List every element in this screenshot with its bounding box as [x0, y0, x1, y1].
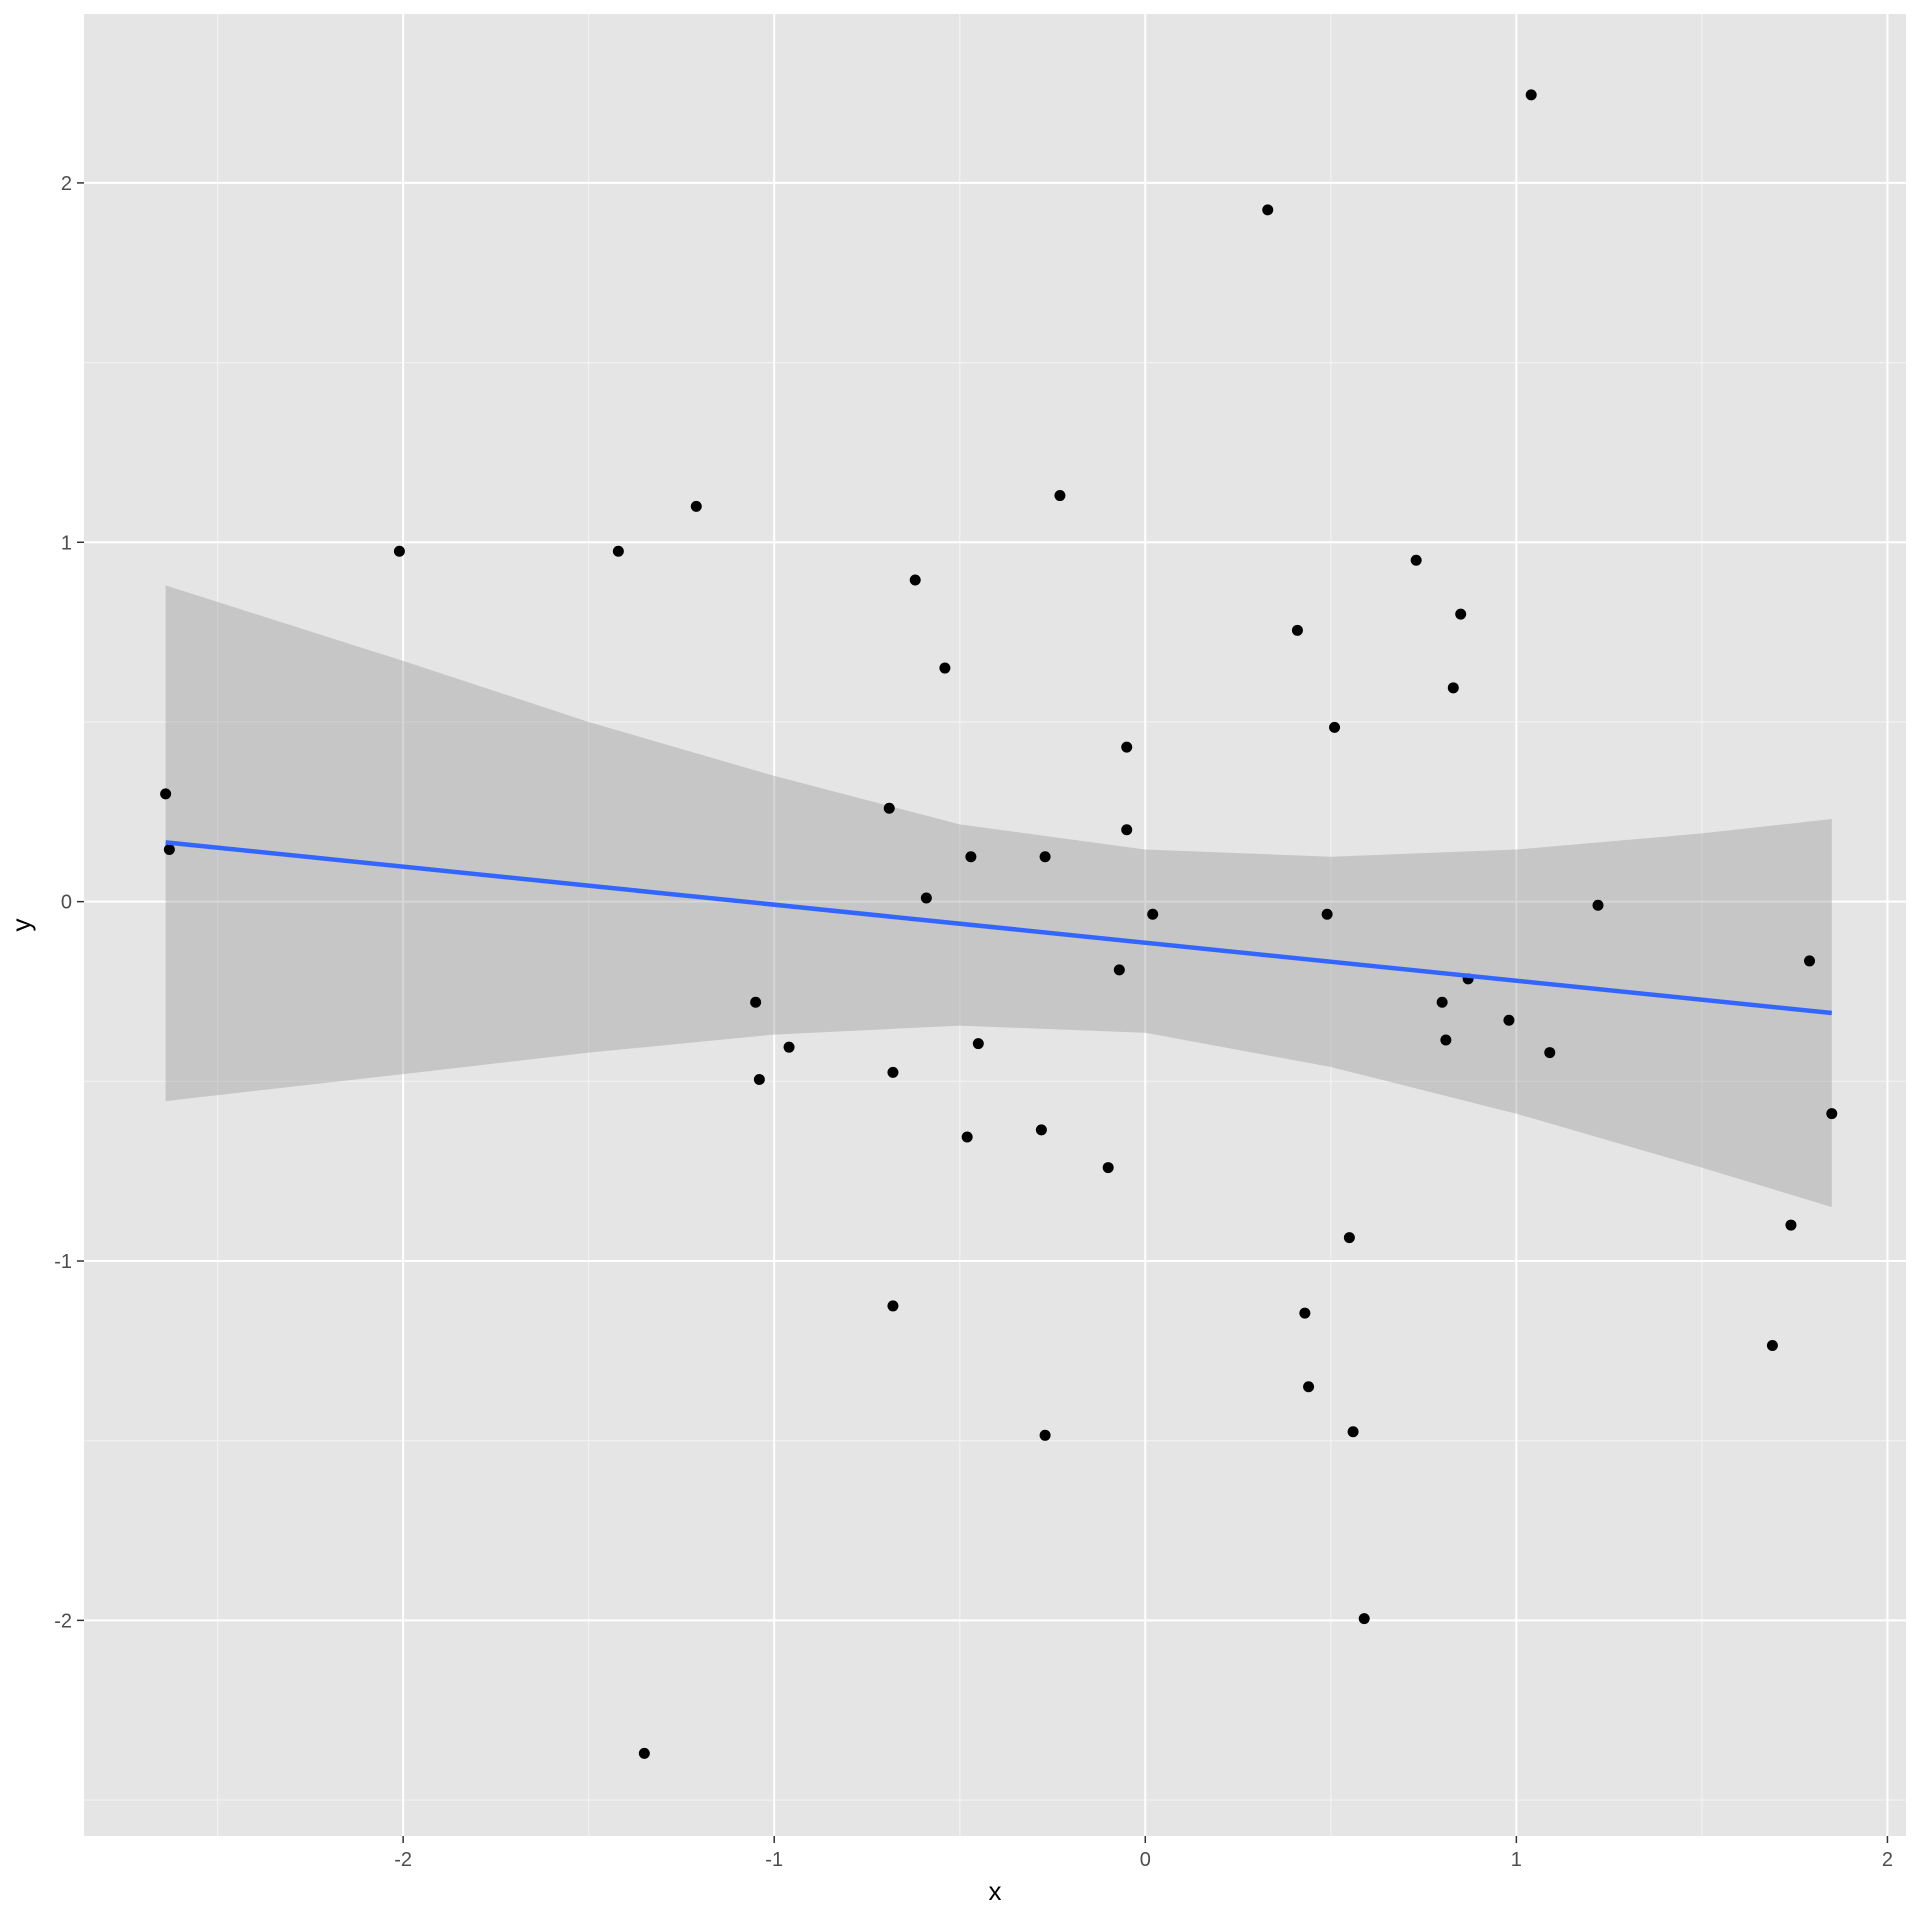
x-tick-label: -2 — [394, 1849, 412, 1871]
x-axis-title: x — [989, 1876, 1002, 1906]
plot-panel — [84, 14, 1906, 1836]
data-point — [965, 851, 977, 863]
data-point — [1121, 824, 1133, 836]
data-point — [920, 892, 932, 904]
data-point — [160, 788, 172, 800]
data-point — [909, 574, 921, 586]
data-point — [1544, 1047, 1556, 1059]
data-point — [1440, 1034, 1452, 1046]
data-point — [1503, 1014, 1515, 1026]
data-point — [1410, 554, 1422, 566]
data-point — [1299, 1307, 1311, 1319]
data-point — [887, 1300, 899, 1312]
data-point — [393, 545, 405, 557]
data-point — [1447, 682, 1459, 694]
data-point — [1804, 955, 1816, 967]
data-point — [1785, 1219, 1797, 1231]
y-tick-label: -2 — [54, 1610, 72, 1632]
regression-line — [165, 840, 1833, 1016]
x-tick-label: 0 — [1140, 1849, 1151, 1871]
y-tick-label: -1 — [54, 1251, 72, 1273]
data-point — [1455, 608, 1467, 620]
y-tick-label: 0 — [61, 892, 72, 914]
data-point — [1039, 851, 1051, 863]
data-point — [1321, 908, 1333, 920]
data-point — [753, 1074, 765, 1086]
data-point — [887, 1066, 899, 1078]
data-point — [1343, 1232, 1355, 1244]
data-point — [1039, 1429, 1051, 1441]
data-point — [690, 500, 702, 512]
data-point — [883, 802, 895, 814]
data-point — [1358, 1613, 1370, 1625]
data-point — [972, 1038, 984, 1050]
y-axis: -2 -1 0 1 2 — [54, 173, 84, 1632]
data-point — [961, 1131, 973, 1143]
x-tick-label: -1 — [765, 1849, 783, 1871]
data-point — [1436, 996, 1448, 1008]
data-point — [1054, 490, 1066, 502]
y-tick-label: 2 — [61, 173, 72, 195]
y-tick-label: 1 — [61, 532, 72, 554]
data-point — [1291, 624, 1303, 636]
x-tick-label: 2 — [1882, 1849, 1893, 1871]
data-point — [1147, 908, 1159, 920]
data-point — [1347, 1426, 1359, 1438]
data-point — [939, 662, 951, 674]
data-point — [638, 1747, 650, 1759]
data-point — [612, 545, 624, 557]
data-points — [160, 89, 1838, 1759]
data-point — [750, 996, 762, 1008]
x-axis: -2 -1 0 1 2 — [394, 1836, 1893, 1871]
data-point — [1113, 964, 1125, 976]
data-point — [1826, 1108, 1838, 1120]
x-tick-label: 1 — [1511, 1849, 1522, 1871]
data-point — [1766, 1339, 1778, 1351]
data-point — [1262, 204, 1274, 216]
data-point — [1035, 1124, 1047, 1136]
data-point — [1121, 741, 1133, 753]
y-axis-title: y — [6, 919, 36, 932]
data-point — [1303, 1381, 1315, 1393]
data-point — [1525, 89, 1537, 101]
data-point — [783, 1041, 795, 1053]
data-point — [1102, 1162, 1114, 1174]
data-point — [1329, 721, 1341, 733]
data-point — [163, 844, 175, 856]
major-gridlines — [84, 14, 1906, 1836]
data-point — [1592, 899, 1604, 911]
confidence-band — [165, 585, 1832, 1208]
